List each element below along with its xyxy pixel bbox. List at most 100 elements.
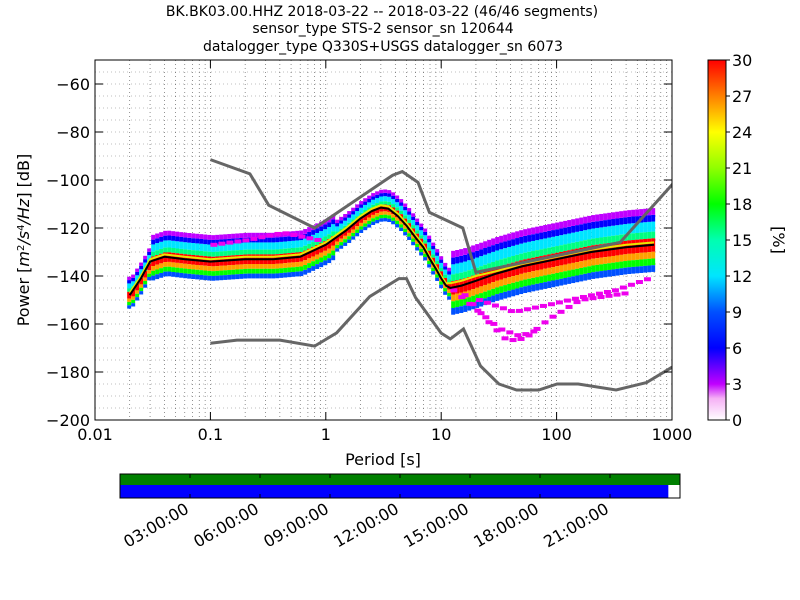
heatmap-cell bbox=[431, 245, 436, 250]
heatmap-cell bbox=[359, 216, 364, 223]
heatmap-cell bbox=[171, 240, 176, 248]
heatmap-cell bbox=[135, 297, 140, 301]
heatmap-cell bbox=[207, 275, 212, 281]
chart-title-line1: BK.BK03.00.HHZ 2018-03-22 -- 2018-03-22 … bbox=[166, 4, 598, 20]
heatmap-cell bbox=[415, 240, 420, 244]
heatmap-cell bbox=[211, 235, 216, 240]
heatmap-cell bbox=[367, 199, 372, 203]
heatmap-cell bbox=[315, 264, 320, 269]
heatmap-cell bbox=[379, 211, 384, 215]
heatmap-cell bbox=[583, 230, 588, 241]
heatmap-cell bbox=[355, 211, 360, 217]
heatmap-cell bbox=[535, 250, 540, 257]
heatmap-cell bbox=[327, 253, 332, 259]
heatmap-outlier-cell bbox=[581, 297, 589, 302]
heatmap-cell bbox=[399, 210, 404, 215]
heatmap-cell bbox=[543, 248, 548, 256]
heatmap-cell bbox=[323, 250, 328, 256]
heatmap-cell bbox=[515, 238, 520, 245]
heatmap-cell bbox=[275, 268, 280, 274]
heatmap-cell bbox=[299, 266, 304, 272]
heatmap-cell bbox=[419, 235, 424, 239]
heatmap-cell bbox=[171, 231, 176, 236]
heatmap-cell bbox=[171, 267, 176, 272]
heatmap-cell bbox=[511, 239, 516, 246]
heatmap-cell bbox=[235, 250, 240, 256]
heatmap-cell bbox=[267, 237, 272, 243]
heatmap-cell bbox=[323, 224, 328, 230]
heatmap-cell bbox=[355, 229, 360, 233]
heatmap-cell bbox=[595, 227, 600, 239]
heatmap-cell bbox=[519, 273, 524, 281]
heatmap-cell bbox=[167, 266, 172, 272]
heatmap-cell bbox=[651, 208, 656, 215]
heatmap-cell bbox=[191, 233, 196, 239]
heatmap-cell bbox=[283, 267, 288, 273]
heatmap-cell bbox=[255, 273, 260, 279]
heatmap-cell bbox=[555, 222, 560, 230]
heatmap-cell bbox=[363, 198, 368, 202]
heatmap-cell bbox=[427, 260, 432, 265]
heatmap-cell bbox=[231, 274, 236, 280]
heatmap-cell bbox=[303, 269, 308, 275]
heatmap-cell bbox=[571, 242, 576, 250]
heatmap-outlier-cell bbox=[498, 327, 506, 332]
heatmap-cell bbox=[439, 256, 444, 260]
heatmap-cell bbox=[495, 294, 500, 301]
heatmap-cell bbox=[159, 248, 164, 254]
chart-title-line3: datalogger_type Q330S+USGS datalogger_sn… bbox=[203, 39, 563, 55]
heatmap-cell bbox=[495, 287, 500, 295]
heatmap-cell bbox=[307, 263, 312, 268]
heatmap-cell bbox=[227, 234, 232, 239]
y-tick-label: −180 bbox=[46, 363, 90, 382]
heatmap-cell bbox=[463, 305, 468, 312]
heatmap-cell bbox=[575, 275, 580, 283]
heatmap-cell bbox=[427, 238, 432, 243]
heatmap-cell bbox=[595, 258, 600, 265]
heatmap-cell bbox=[615, 262, 620, 269]
heatmap-cell bbox=[199, 234, 204, 239]
heatmap-cell bbox=[235, 233, 240, 239]
heatmap-cell bbox=[487, 290, 492, 297]
heatmap-cell bbox=[247, 264, 252, 269]
heatmap-cell bbox=[563, 277, 568, 285]
heatmap-cell bbox=[459, 306, 464, 313]
x-tick-label: 0.1 bbox=[198, 425, 223, 444]
heatmap-cell bbox=[295, 266, 300, 272]
heatmap-cell bbox=[431, 249, 436, 255]
heatmap-cell bbox=[579, 224, 584, 232]
heatmap-cell bbox=[275, 263, 280, 269]
heatmap-cell bbox=[543, 282, 548, 289]
heatmap-cell bbox=[343, 220, 348, 226]
heatmap-cell bbox=[299, 271, 304, 277]
heatmap-cell bbox=[127, 283, 132, 289]
heatmap-cell bbox=[603, 236, 608, 244]
heatmap-cell bbox=[267, 242, 272, 250]
heatmap-cell bbox=[459, 262, 464, 273]
heatmap-cell bbox=[619, 261, 624, 269]
heatmap-cell bbox=[379, 214, 384, 219]
heatmap-cell bbox=[543, 275, 548, 283]
heatmap-cell bbox=[535, 277, 540, 284]
heatmap-cell bbox=[587, 273, 592, 280]
heatmap-outlier-cell bbox=[571, 296, 579, 301]
heatmap-cell bbox=[351, 214, 356, 220]
heatmap-cell bbox=[143, 270, 148, 278]
heatmap-cell bbox=[467, 303, 472, 311]
heatmap-cell bbox=[523, 242, 528, 253]
heatmap-cell bbox=[363, 213, 368, 221]
heatmap-cell bbox=[555, 272, 560, 280]
heatmap-cell bbox=[423, 253, 428, 258]
heatmap-outlier-cell bbox=[210, 242, 218, 247]
heatmap-cell bbox=[487, 296, 492, 304]
heatmap-cell bbox=[271, 264, 276, 269]
heatmap-cell bbox=[527, 235, 532, 242]
heatmap-cell bbox=[267, 268, 272, 274]
heatmap-cell bbox=[499, 292, 504, 300]
heatmap-cell bbox=[203, 275, 208, 281]
heatmap-cell bbox=[571, 269, 576, 277]
heatmap-cell bbox=[255, 264, 260, 269]
heatmap-cell bbox=[339, 216, 344, 221]
heatmap-cell bbox=[443, 288, 448, 292]
heatmap-cell bbox=[183, 273, 188, 279]
